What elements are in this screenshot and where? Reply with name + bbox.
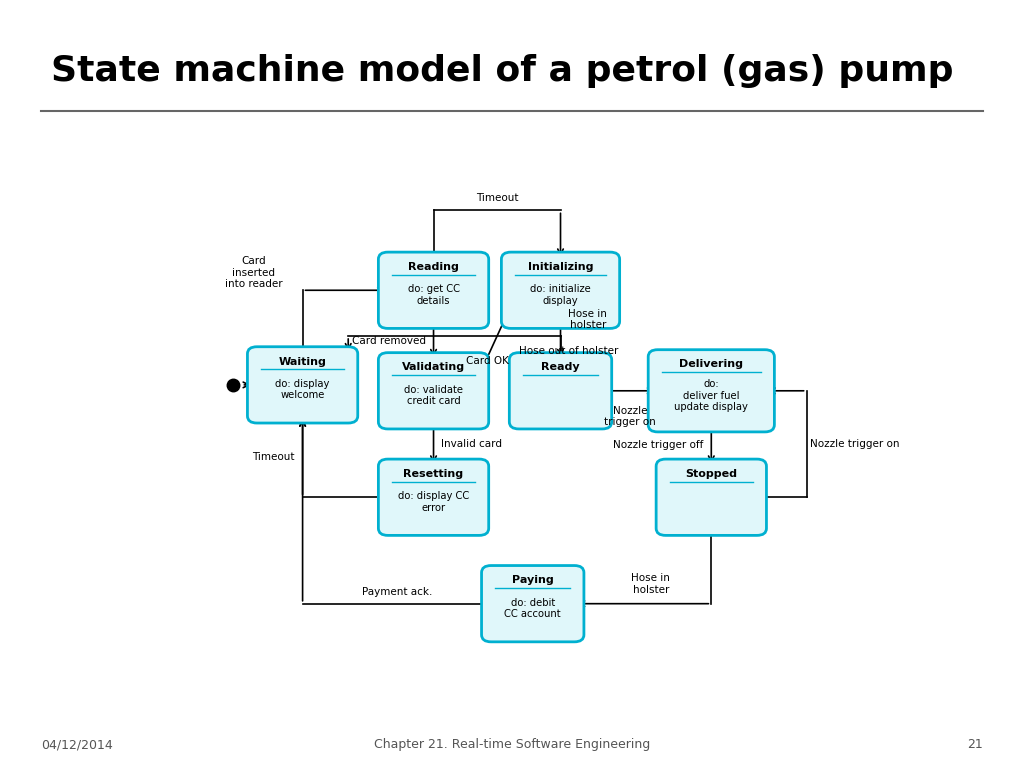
Text: Hose in
holster: Hose in holster xyxy=(632,573,671,594)
FancyBboxPatch shape xyxy=(656,459,766,535)
Text: do: display
welcome: do: display welcome xyxy=(275,379,330,400)
Text: Hose in
holster: Hose in holster xyxy=(568,309,607,330)
FancyBboxPatch shape xyxy=(502,252,620,329)
Text: 04/12/2014: 04/12/2014 xyxy=(41,738,113,751)
Text: Stopped: Stopped xyxy=(685,469,737,479)
Text: Card
inserted
into reader: Card inserted into reader xyxy=(225,256,283,289)
Text: do: display CC
error: do: display CC error xyxy=(398,492,469,513)
FancyBboxPatch shape xyxy=(648,349,774,432)
FancyBboxPatch shape xyxy=(248,346,357,423)
Text: Card OK: Card OK xyxy=(466,356,509,366)
Text: Nozzle trigger on: Nozzle trigger on xyxy=(811,439,900,449)
FancyBboxPatch shape xyxy=(509,353,611,429)
Text: Validating: Validating xyxy=(402,362,465,372)
Text: Invalid card: Invalid card xyxy=(441,439,503,449)
Text: State machine model of a petrol (gas) pump: State machine model of a petrol (gas) pu… xyxy=(51,54,953,88)
Text: Hose out of holster: Hose out of holster xyxy=(519,346,618,356)
Text: Nozzle
trigger on: Nozzle trigger on xyxy=(604,406,655,427)
Text: Resetting: Resetting xyxy=(403,469,464,479)
Text: Nozzle trigger off: Nozzle trigger off xyxy=(613,441,703,451)
Text: Ready: Ready xyxy=(542,362,580,372)
FancyBboxPatch shape xyxy=(379,459,488,535)
Text: Initializing: Initializing xyxy=(527,262,593,272)
Text: do: initialize
display: do: initialize display xyxy=(530,284,591,306)
Text: Timeout: Timeout xyxy=(476,194,518,204)
FancyBboxPatch shape xyxy=(481,565,584,642)
Text: Delivering: Delivering xyxy=(679,359,743,369)
Text: do: validate
credit card: do: validate credit card xyxy=(404,385,463,406)
Text: Waiting: Waiting xyxy=(279,356,327,366)
Text: Paying: Paying xyxy=(512,575,554,585)
Text: do: debit
CC account: do: debit CC account xyxy=(505,598,561,619)
Text: Chapter 21. Real-time Software Engineering: Chapter 21. Real-time Software Engineeri… xyxy=(374,738,650,751)
Text: 21: 21 xyxy=(968,738,983,751)
Text: do:
deliver fuel
update display: do: deliver fuel update display xyxy=(675,379,749,412)
Text: Payment ack.: Payment ack. xyxy=(361,587,432,597)
Text: Reading: Reading xyxy=(409,262,459,272)
Text: Card removed: Card removed xyxy=(351,336,426,346)
Text: do: get CC
details: do: get CC details xyxy=(408,284,460,306)
FancyBboxPatch shape xyxy=(379,252,488,329)
FancyBboxPatch shape xyxy=(379,353,488,429)
Text: Timeout: Timeout xyxy=(252,452,295,462)
